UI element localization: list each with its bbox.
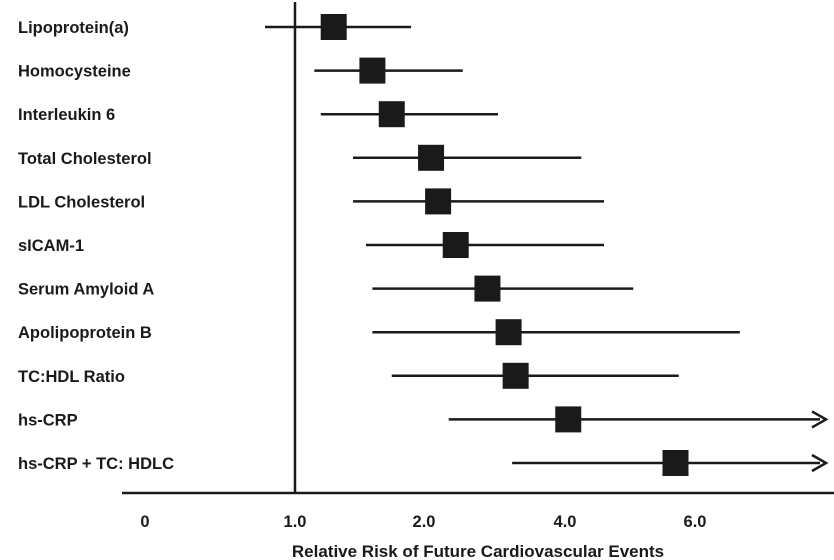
row-label: hs-CRP + TC: HDLC [18, 455, 174, 473]
row-label: sICAM-1 [18, 237, 84, 255]
row-label: Homocysteine [18, 63, 131, 81]
x-tick-label: 1.0 [284, 513, 307, 531]
x-axis-title: Relative Risk of Future Cardiovascular E… [292, 542, 664, 560]
row-label: hs-CRP [18, 411, 78, 429]
forest-row: sICAM-1 [18, 232, 604, 258]
point-estimate [418, 144, 445, 171]
point-estimate [555, 406, 582, 433]
forest-row: Serum Amyloid A [18, 275, 634, 302]
point-estimate [495, 319, 522, 346]
x-tick-label: 6.0 [684, 513, 707, 531]
row-label: Apolipoprotein B [18, 324, 152, 342]
point-estimate [359, 57, 386, 84]
point-estimate [378, 101, 405, 128]
point-estimate [425, 188, 452, 215]
row-label: Serum Amyloid A [18, 281, 154, 299]
row-label: LDL Cholesterol [18, 193, 145, 211]
row-label: Total Cholesterol [18, 150, 152, 168]
row-label: Lipoprotein(a) [18, 19, 129, 37]
row-label: Interleukin 6 [18, 106, 115, 124]
forest-row: LDL Cholesterol [18, 188, 604, 215]
point-estimate [320, 14, 347, 40]
x-tick-labels: 0 1.0 2.0 4.0 6.0 [140, 513, 706, 531]
forest-row: Lipoprotein(a) [18, 14, 412, 40]
x-tick-label: 4.0 [554, 513, 577, 531]
forest-row: Interleukin 6 [18, 101, 499, 128]
point-estimate [442, 232, 469, 258]
point-estimate [662, 450, 689, 476]
rows-layer: Lipoprotein(a) Homocysteine Interleukin 6 T… [18, 14, 829, 476]
forest-row: hs-CRP + TC: HDLC [18, 450, 829, 476]
x-tick-label: 0 [140, 513, 149, 531]
ci-arrow-head [811, 453, 829, 473]
forest-row: Homocysteine [18, 57, 463, 84]
forest-row: TC:HDL Ratio [18, 362, 679, 389]
row-label: TC:HDL Ratio [18, 368, 125, 386]
point-estimate [502, 362, 529, 389]
x-tick-label: 2.0 [413, 513, 436, 531]
ci-arrow-head [811, 410, 829, 429]
point-estimate [474, 275, 501, 302]
forest-row: hs-CRP [18, 406, 829, 433]
forest-row: Apolipoprotein B [18, 319, 740, 346]
forest-row: Total Cholesterol [18, 144, 582, 171]
